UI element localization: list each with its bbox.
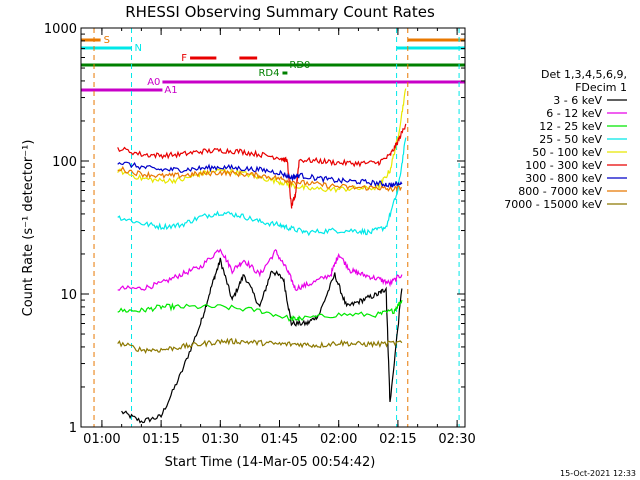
series-line-3 — [117, 137, 407, 237]
legend-label-5: 100 - 300 keV — [525, 159, 602, 172]
legend-header-1: FDecim 1 — [575, 81, 627, 94]
y-tick-label-1: 10 — [60, 288, 77, 303]
series-line-8 — [117, 337, 403, 355]
series-line-7 — [117, 165, 402, 193]
data-series — [117, 88, 407, 424]
x-tick-label-6: 02:30 — [438, 432, 475, 447]
series-line-2 — [117, 299, 403, 322]
y-tick-label-3: 1000 — [44, 22, 77, 37]
x-tick-label-5: 02:15 — [379, 432, 416, 447]
y-axis-label: Count Rate (s⁻¹ detector⁻¹) — [21, 140, 36, 317]
legend-header-0: Det 1,3,4,5,6,9, — [541, 68, 627, 81]
series-line-5 — [117, 123, 407, 209]
x-axis-label: Start Time (14-Mar-05 00:54:42) — [165, 455, 376, 470]
legend-label-2: 12 - 25 keV — [539, 120, 602, 133]
vertical-marker-lines — [93, 28, 460, 427]
x-tick-label-0: 01:00 — [83, 432, 120, 447]
legend-label-0: 3 - 6 keV — [553, 94, 602, 107]
flag-label-a1: A1 — [164, 85, 177, 96]
series-line-1 — [117, 248, 403, 292]
flag-label-a0: A0 — [147, 77, 160, 88]
legend-label-1: 6 - 12 keV — [546, 107, 602, 120]
chart-title: RHESSI Observing Summary Count Rates — [125, 3, 435, 21]
series-line-6 — [117, 161, 403, 190]
plot-frame — [80, 27, 466, 428]
flag-label-rd0: RD0 — [289, 60, 310, 71]
legend-label-6: 300 - 800 keV — [525, 172, 602, 185]
flag-label-rd4: RD4 — [258, 68, 279, 79]
footer-date: 15-Oct-2021 12:33 — [560, 469, 636, 478]
x-tick-label-2: 01:30 — [202, 432, 239, 447]
series-line-0 — [121, 257, 403, 424]
x-tick-label-4: 02:00 — [320, 432, 357, 447]
series-line-4 — [117, 88, 407, 194]
legend-label-4: 50 - 100 keV — [532, 146, 602, 159]
flag-bars: S N F RD0 RD4 A0 A1 — [81, 35, 465, 96]
y-tick-label-2: 100 — [52, 155, 77, 170]
legend-label-7: 800 - 7000 keV — [518, 185, 602, 198]
x-tick-label-1: 01:15 — [142, 432, 179, 447]
legend-label-3: 25 - 50 keV — [539, 133, 602, 146]
legend-label-8: 7000 - 15000 keV — [504, 198, 602, 211]
flag-label-s: S — [104, 35, 110, 46]
axes: 01:00 01:15 01:30 01:45 02:00 02:15 02:30 1 10 10… — [44, 22, 476, 447]
x-tick-label-3: 01:45 — [261, 432, 298, 447]
flag-label-n: N — [135, 43, 142, 54]
y-tick-label-0: 1 — [69, 421, 77, 436]
flag-label-f: F — [181, 53, 187, 64]
